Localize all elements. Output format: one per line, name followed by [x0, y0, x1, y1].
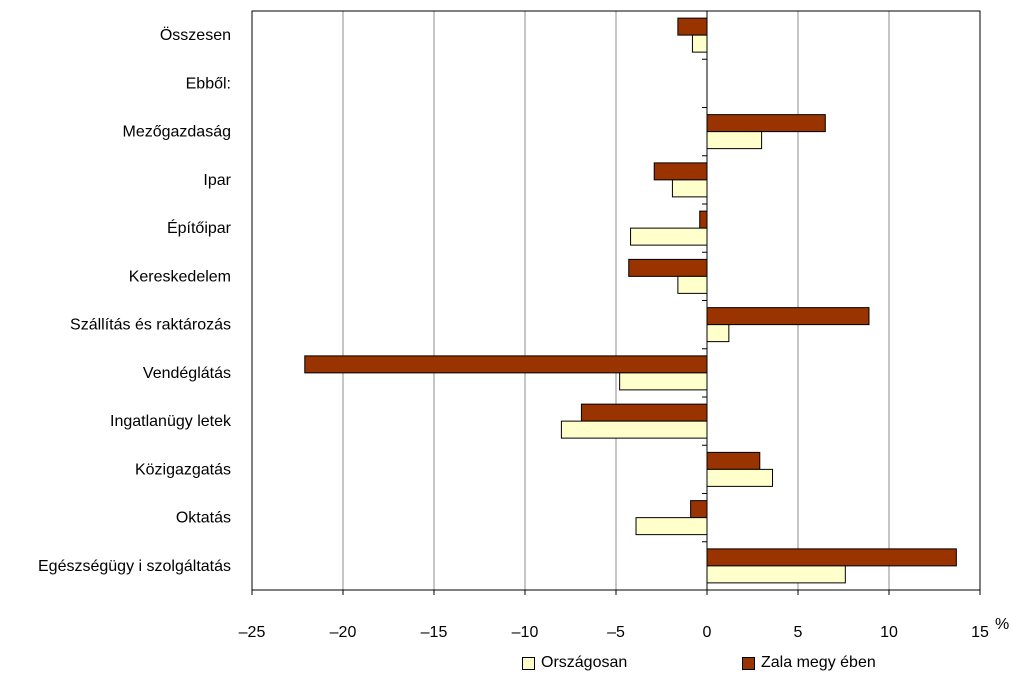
category-label: Vendéglátás — [143, 365, 231, 382]
bar-zala — [690, 500, 708, 519]
bar-orszagosan — [706, 565, 846, 584]
category-label: Közigazgatás — [135, 461, 231, 478]
bar-zala — [628, 258, 708, 277]
bar-orszagosan — [691, 34, 708, 53]
category-label: Összesen — [160, 26, 231, 44]
category-label: Szállítás és raktározás — [70, 317, 231, 334]
bar-orszagosan — [706, 131, 763, 150]
legend-item-zala: Zala megy ében — [742, 654, 876, 672]
bar-orszagosan — [706, 324, 730, 343]
x-tick-label: –5 — [607, 624, 625, 641]
x-tick-label: 15 — [971, 624, 989, 641]
x-tick-label: 0 — [703, 624, 712, 641]
bar-orszagosan — [706, 468, 774, 487]
bar-zala — [699, 210, 708, 229]
x-tick-label: –20 — [330, 624, 357, 641]
legend-label-orszagosan: Országosan — [541, 654, 628, 671]
x-tick-label: –25 — [239, 624, 266, 641]
category-label: Mezőgazdaság — [122, 124, 231, 141]
bars — [304, 17, 957, 584]
category-label: Oktatás — [176, 510, 231, 527]
tick-labels: –25 –20 –15 –10 –5 0 5 10 15% — [239, 616, 1010, 641]
bar-zala — [706, 451, 761, 470]
legend-item-orszagosan: Országosan — [522, 654, 627, 672]
x-tick-label: –10 — [512, 624, 539, 641]
legend: Országosan Zala megy ében — [0, 654, 1014, 673]
bar-zala — [706, 114, 826, 133]
bar-orszagosan — [630, 227, 708, 246]
x-unit-label: % — [995, 616, 1009, 633]
x-tick-label: –15 — [421, 624, 448, 641]
bar-zala — [706, 307, 870, 326]
category-label: Építőipar — [167, 218, 232, 237]
bar-zala — [706, 548, 957, 567]
bar-orszagosan — [619, 372, 708, 391]
category-label: Ingatlanügy letek — [110, 413, 232, 430]
x-tick-label: 10 — [880, 624, 898, 641]
axes — [251, 10, 981, 595]
bar-zala — [580, 403, 708, 422]
legend-swatch-zala — [742, 656, 755, 670]
legend-swatch-orszagosan — [522, 656, 535, 670]
gridlines — [342, 11, 890, 590]
category-labels: Összesen Ebből: Mezőgazdaság Ipar Építőipar K… — [38, 26, 232, 575]
bar-orszagosan — [671, 179, 708, 198]
bar-orszagosan — [677, 275, 708, 294]
bar-orszagosan — [560, 420, 708, 439]
bar-zala — [304, 355, 708, 374]
bar-zala — [677, 17, 708, 36]
bar-zala — [653, 162, 708, 181]
legend-label-zala: Zala megy ében — [761, 654, 876, 671]
category-label: Kereskedelem — [129, 268, 231, 285]
category-label: Egészségügy i szolgáltatás — [38, 558, 231, 575]
category-label: Ipar — [203, 172, 231, 189]
category-label: Ebből: — [186, 75, 231, 92]
bar-chart: Összesen Ebből: Mezőgazdaság Ipar Építőipar K… — [38, 10, 1010, 641]
bar-orszagosan — [635, 517, 708, 536]
x-tick-label: 5 — [794, 624, 803, 641]
